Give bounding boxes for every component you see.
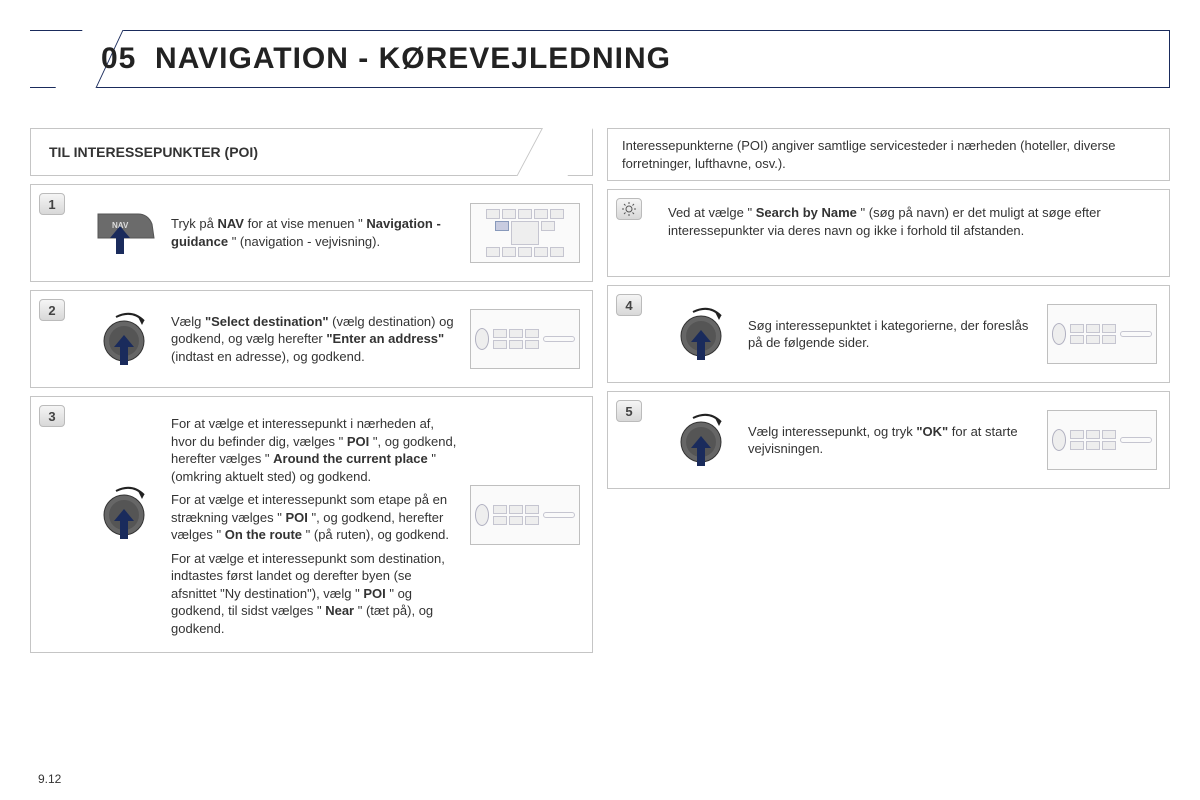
console-thumbnail: [470, 203, 580, 263]
console-thumbnail: [1047, 304, 1157, 364]
dial-icon: [668, 306, 738, 362]
right-column: Interessepunkterne (POI) angiver samtlig…: [607, 128, 1170, 653]
console-thumbnail: [470, 309, 580, 369]
dial-icon: [91, 485, 161, 541]
step-number: 4: [616, 294, 642, 316]
tip-icon: [616, 198, 642, 220]
intro-text: Interessepunkterne (POI) angiver samtlig…: [607, 128, 1170, 181]
dial-icon: [91, 311, 161, 367]
step-number: 2: [39, 299, 65, 321]
step-text: For at vælge et interessepunkt i nærhede…: [161, 415, 470, 638]
dial-icon: [668, 412, 738, 468]
step-1: 1 NAV Tryk på NAV for at vise menuen " N…: [30, 184, 593, 282]
page-title-text: NAVIGATION - KØREVEJLEDNING: [155, 42, 671, 75]
step-text: Tryk på NAV for at vise menuen " Navigat…: [161, 215, 470, 250]
console-thumbnail: [470, 485, 580, 545]
page-header: 05 NAVIGATION - KØREVEJLEDNING: [30, 30, 1170, 88]
step-5: 5 Vælg interessepunkt, og tryk "OK" for …: [607, 391, 1170, 489]
step-number: 1: [39, 193, 65, 215]
step-number: 3: [39, 405, 65, 427]
page-number: 9.12: [38, 772, 61, 786]
console-thumbnail: [1047, 410, 1157, 470]
left-column: TIL INTERESSEPUNKTER (POI) 1 NAV Tryk på…: [30, 128, 593, 653]
step-3: 3 For at vælge et interessepunkt i nærhe…: [30, 396, 593, 653]
step-text: Søg interessepunktet i kategorierne, der…: [738, 317, 1047, 352]
section-title: TIL INTERESSEPUNKTER (POI): [30, 128, 593, 176]
step-number: 5: [616, 400, 642, 422]
tip-box: Ved at vælge " Search by Name " (søg på …: [607, 189, 1170, 277]
step-2: 2 Vælg "Select destination" (vælg destin…: [30, 290, 593, 388]
chapter-number: 05: [101, 42, 136, 75]
step-4: 4 Søg interessepunktet i kategorierne, d…: [607, 285, 1170, 383]
page-title: 05 NAVIGATION - KØREVEJLEDNING: [101, 42, 671, 76]
step-text: Vælg "Select destination" (vælg destinat…: [161, 313, 470, 366]
step-text: Vælg interessepunkt, og tryk "OK" for at…: [738, 423, 1047, 458]
nav-button-icon: NAV: [91, 210, 161, 256]
section-title-text: TIL INTERESSEPUNKTER (POI): [49, 144, 258, 160]
header-tab: [30, 30, 90, 88]
